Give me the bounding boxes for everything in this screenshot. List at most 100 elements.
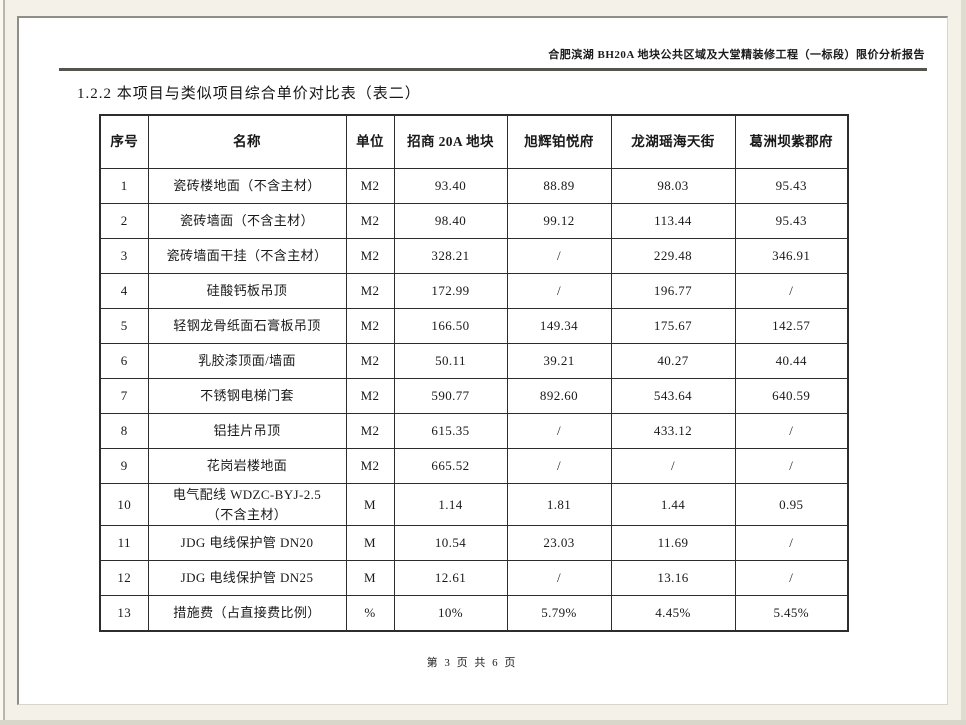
value-cell: 12.61 bbox=[393, 560, 508, 596]
value-cell: 149.34 bbox=[506, 308, 612, 344]
unit-cell: M2 bbox=[345, 203, 395, 239]
item-name-cell: 瓷砖墙面干挂（不含主材） bbox=[147, 238, 347, 274]
item-name-cell: 瓷砖墙面（不含主材） bbox=[147, 203, 347, 239]
value-cell: 40.44 bbox=[734, 343, 849, 379]
value-cell: 113.44 bbox=[610, 203, 736, 239]
col-header-gezhouba-zijun: 葛洲坝紫郡府 bbox=[734, 114, 849, 169]
value-cell: 13.16 bbox=[610, 560, 736, 596]
item-name-cell: 电气配线 WDZC-BYJ-2.5 （不含主材） bbox=[147, 483, 347, 526]
value-cell: 665.52 bbox=[393, 448, 508, 484]
value-cell: 10.54 bbox=[393, 525, 508, 561]
table-row: 4 硅酸钙板吊顶 M2 172.99/196.77/ bbox=[99, 273, 849, 309]
value-cell: / bbox=[506, 273, 612, 309]
item-name-cell: JDG 电线保护管 DN25 bbox=[147, 560, 347, 596]
value-cell: / bbox=[506, 448, 612, 484]
value-cell: 95.43 bbox=[734, 168, 849, 204]
item-name-cell: JDG 电线保护管 DN20 bbox=[147, 525, 347, 561]
item-name-cell: 硅酸钙板吊顶 bbox=[147, 273, 347, 309]
unit-cell: M bbox=[345, 560, 395, 596]
value-cell: 328.21 bbox=[393, 238, 508, 274]
value-cell: 590.77 bbox=[393, 378, 508, 414]
unit-cell: M2 bbox=[345, 238, 395, 274]
item-name-cell: 措施费（占直接费比例） bbox=[147, 595, 347, 631]
value-cell: 88.89 bbox=[506, 168, 612, 204]
value-cell: 640.59 bbox=[734, 378, 849, 414]
frame-edge-bottom bbox=[0, 720, 966, 725]
value-cell: 433.12 bbox=[610, 413, 736, 449]
value-cell: 543.64 bbox=[610, 378, 736, 414]
col-header-unit: 单位 bbox=[345, 114, 395, 169]
row-index-cell: 12 bbox=[99, 560, 149, 596]
value-cell: 892.60 bbox=[506, 378, 612, 414]
table-row: 7 不锈钢电梯门套 M2 590.77 892.60 543.64 640.59 bbox=[99, 378, 849, 414]
value-cell: / bbox=[506, 560, 612, 596]
row-index-cell: 10 bbox=[99, 483, 149, 526]
row-index-cell: 9 bbox=[99, 448, 149, 484]
value-cell: / bbox=[506, 413, 612, 449]
value-cell: 1.44 bbox=[610, 483, 736, 526]
value-cell: 0.95 bbox=[734, 483, 849, 526]
value-cell: 172.99 bbox=[393, 273, 508, 309]
unit-cell: M2 bbox=[345, 308, 395, 344]
table-row: 12 JDG 电线保护管 DN25 M 12.61/13.16/ bbox=[99, 560, 849, 596]
value-cell: 99.12 bbox=[506, 203, 612, 239]
value-cell: 196.77 bbox=[610, 273, 736, 309]
table-row: 11 JDG 电线保护管 DN20 M 10.54 23.03 11.69/ bbox=[99, 525, 849, 561]
value-cell: 1.81 bbox=[506, 483, 612, 526]
value-cell: 5.45% bbox=[734, 595, 849, 631]
value-cell: / bbox=[734, 525, 849, 561]
unit-price-comparison-table: 序号 名称 单位 招商 20A 地块 旭辉铂悦府 龙湖瑶海天街 葛洲坝紫郡府 1… bbox=[99, 114, 849, 632]
table-row: 5 轻钢龙骨纸面石膏板吊顶 M2 166.50 149.34 175.67 142.57 bbox=[99, 308, 849, 344]
item-name-cell: 花岗岩楼地面 bbox=[147, 448, 347, 484]
value-cell: 346.91 bbox=[734, 238, 849, 274]
value-cell: 166.50 bbox=[393, 308, 508, 344]
header-rule bbox=[59, 68, 927, 71]
row-index-cell: 7 bbox=[99, 378, 149, 414]
value-cell: 23.03 bbox=[506, 525, 612, 561]
value-cell: 10% bbox=[393, 595, 508, 631]
value-cell: 615.35 bbox=[393, 413, 508, 449]
unit-cell: M bbox=[345, 525, 395, 561]
col-header-xuhui-boyue: 旭辉铂悦府 bbox=[506, 114, 612, 169]
item-name-cell: 轻钢龙骨纸面石膏板吊顶 bbox=[147, 308, 347, 344]
item-name-cell: 乳胶漆顶面/墙面 bbox=[147, 343, 347, 379]
value-cell: 98.40 bbox=[393, 203, 508, 239]
unit-cell: M bbox=[345, 483, 395, 526]
unit-cell: M2 bbox=[345, 448, 395, 484]
row-index-cell: 3 bbox=[99, 238, 149, 274]
unit-cell: M2 bbox=[345, 413, 395, 449]
value-cell: / bbox=[506, 238, 612, 274]
item-name-cell: 不锈钢电梯门套 bbox=[147, 378, 347, 414]
value-cell: 142.57 bbox=[734, 308, 849, 344]
table-row: 8 铝挂片吊顶 M2 615.35/433.12/ bbox=[99, 413, 849, 449]
frame-edge-left-line bbox=[3, 0, 5, 725]
value-cell: / bbox=[734, 273, 849, 309]
row-index-cell: 8 bbox=[99, 413, 149, 449]
value-cell: 229.48 bbox=[610, 238, 736, 274]
unit-cell: M2 bbox=[345, 168, 395, 204]
value-cell: 1.14 bbox=[393, 483, 508, 526]
value-cell: / bbox=[610, 448, 736, 484]
value-cell: / bbox=[734, 448, 849, 484]
row-index-cell: 2 bbox=[99, 203, 149, 239]
running-header: 合肥滨湖 BH20A 地块公共区域及大堂精装修工程（一标段）限价分析报告 bbox=[548, 49, 925, 61]
value-cell: 93.40 bbox=[393, 168, 508, 204]
table-body: 1 瓷砖楼地面（不含主材） M2 93.40 88.89 98.03 95.43 2 瓷砖墙面（… bbox=[99, 168, 849, 631]
value-cell: 98.03 bbox=[610, 168, 736, 204]
item-name-cell: 瓷砖楼地面（不含主材） bbox=[147, 168, 347, 204]
unit-cell: M2 bbox=[345, 378, 395, 414]
row-index-cell: 6 bbox=[99, 343, 149, 379]
value-cell: 39.21 bbox=[506, 343, 612, 379]
value-cell: 5.79% bbox=[506, 595, 612, 631]
value-cell: 175.67 bbox=[610, 308, 736, 344]
table-row: 13 措施费（占直接费比例）% 10% 5.79% 4.45% 5.45% bbox=[99, 595, 849, 631]
table-row: 2 瓷砖墙面（不含主材） M2 98.40 99.12 113.44 95.43 bbox=[99, 203, 849, 239]
item-name-cell: 铝挂片吊顶 bbox=[147, 413, 347, 449]
value-cell: 4.45% bbox=[610, 595, 736, 631]
row-index-cell: 13 bbox=[99, 595, 149, 631]
page-number: 第 3 页 共 6 页 bbox=[426, 657, 518, 669]
unit-cell: % bbox=[345, 595, 395, 631]
table-header-row: 序号 名称 单位 招商 20A 地块 旭辉铂悦府 龙湖瑶海天街 葛洲坝紫郡府 bbox=[99, 114, 849, 169]
table-row: 9 花岗岩楼地面 M2 665.52// / bbox=[99, 448, 849, 484]
